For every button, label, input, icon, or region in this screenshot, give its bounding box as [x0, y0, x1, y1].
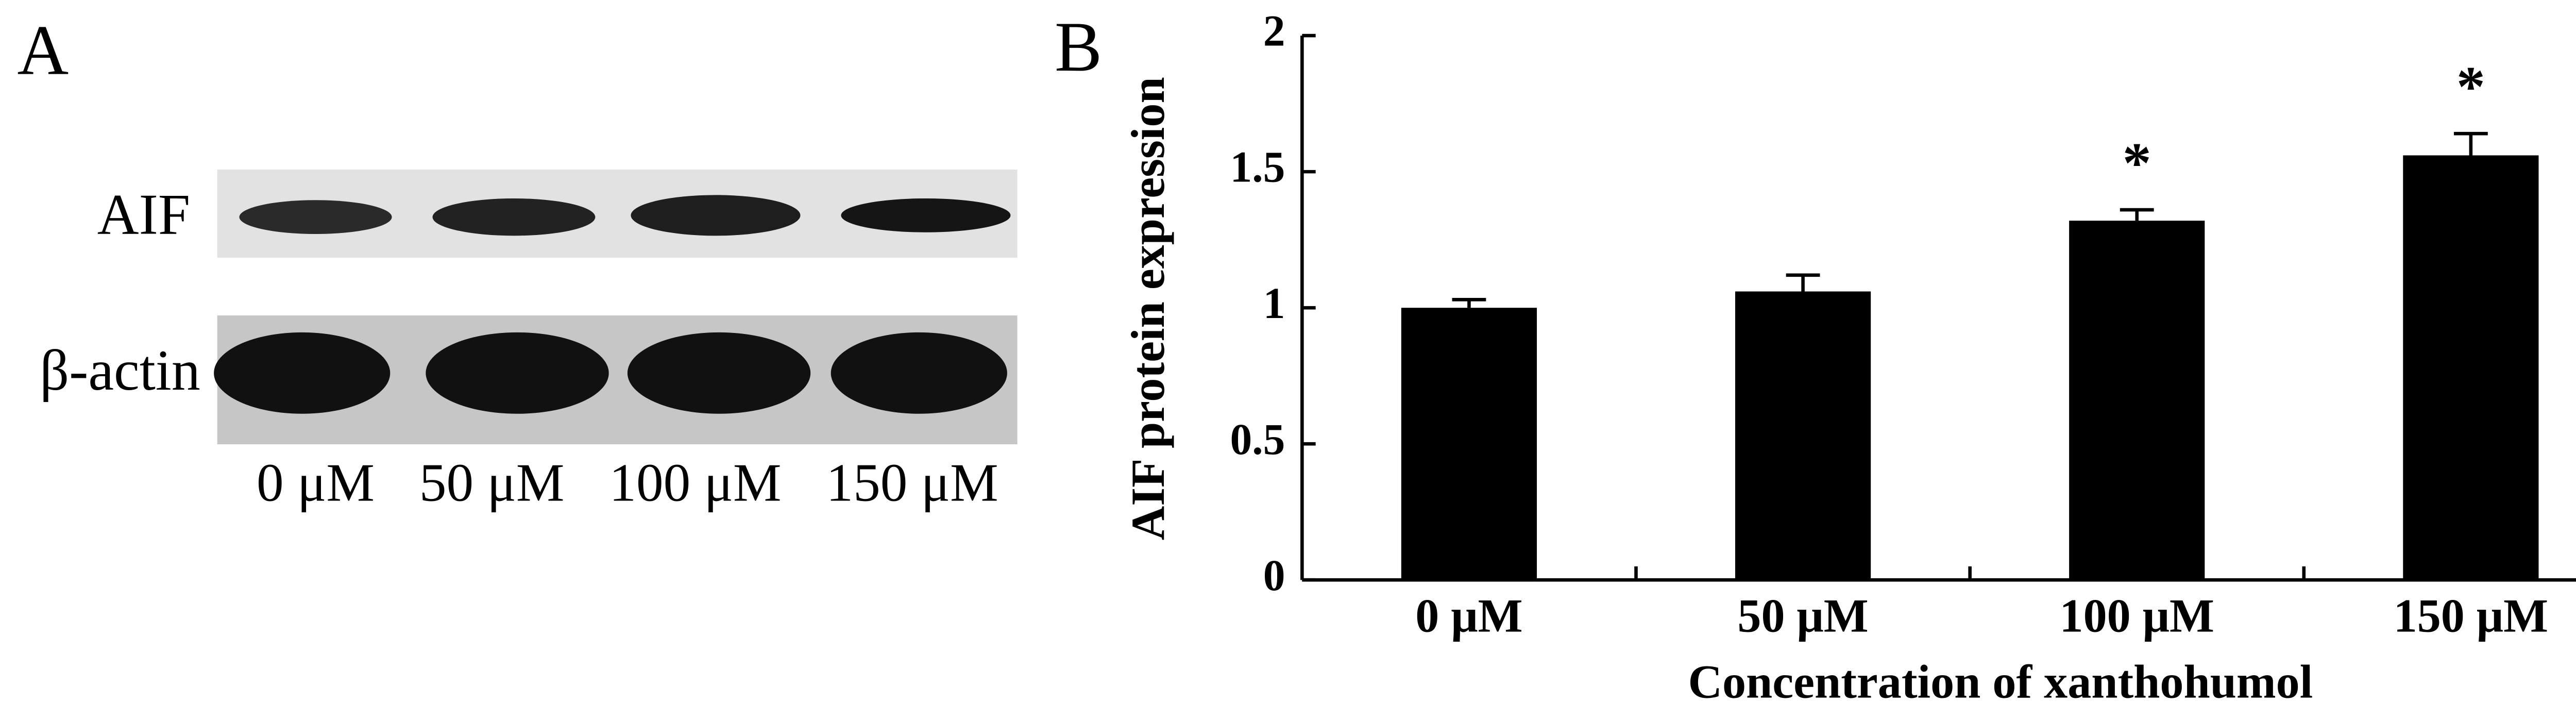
lane-label: 100 μM: [609, 453, 781, 513]
y-tick-label: 0.5: [1230, 415, 1285, 464]
panel-label: B: [1055, 7, 1102, 86]
bar: [1401, 308, 1537, 580]
x-tick-label: 0 μM: [1415, 589, 1522, 642]
error-bar: [1452, 298, 1486, 308]
y-tick-label: 0: [1263, 551, 1285, 600]
x-axis-label: Concentration of xanthohumol: [1688, 656, 2313, 708]
bar: [1735, 291, 1871, 580]
y-tick-label: 2: [1263, 7, 1285, 56]
error-bar: [1786, 273, 1820, 292]
lane-label: 50 μM: [419, 453, 565, 513]
bar: [2403, 155, 2539, 580]
y-tick-label: 1: [1263, 279, 1285, 328]
x-tick-label: 100 μM: [2060, 589, 2214, 642]
lane-label: 0 μM: [257, 453, 375, 513]
bar: [2069, 221, 2205, 580]
band: [426, 332, 609, 414]
blot: [214, 170, 1018, 445]
y-tick-label: 1.5: [1230, 143, 1285, 192]
band: [239, 200, 392, 235]
x-tick-label: 50 μM: [1737, 589, 1868, 642]
row-label: AIF: [97, 182, 190, 246]
significance-mark: *: [2456, 55, 2485, 119]
x-tick-label: 150 μM: [2394, 589, 2548, 642]
y-axis-label: AIF protein expression: [1122, 77, 1174, 540]
band: [214, 332, 391, 414]
panel-label: A: [17, 11, 69, 90]
lane-label: 150 μM: [826, 453, 998, 513]
error-bar: [2120, 208, 2154, 221]
band: [631, 195, 801, 236]
band: [841, 198, 1011, 232]
significance-mark: *: [2123, 131, 2151, 195]
error-bar: [2453, 131, 2488, 156]
band: [627, 332, 811, 414]
row-label: β-actin: [40, 339, 200, 403]
band: [432, 198, 596, 236]
band: [831, 332, 1007, 414]
